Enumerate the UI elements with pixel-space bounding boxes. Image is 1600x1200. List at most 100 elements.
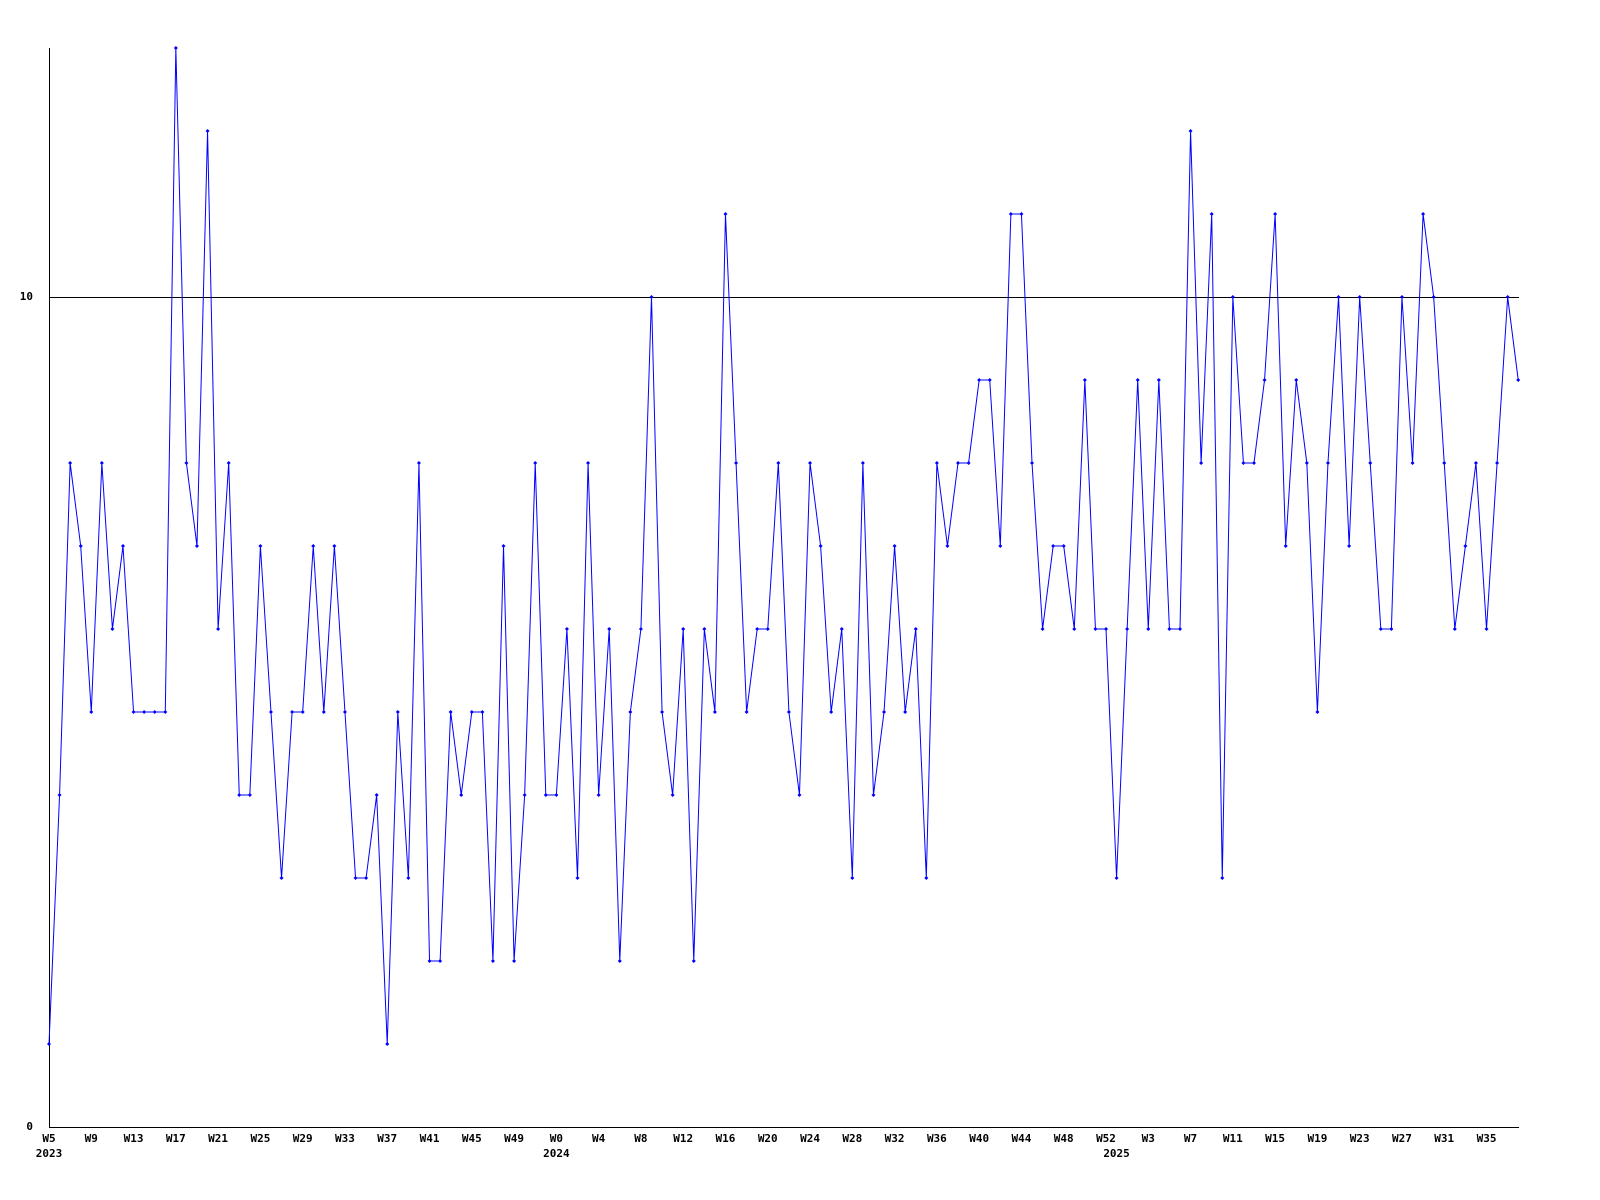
data-point xyxy=(512,959,517,963)
data-point xyxy=(1283,544,1288,548)
data-point xyxy=(564,627,569,631)
x-tick-label: W23 xyxy=(1350,1132,1370,1145)
data-point xyxy=(163,710,168,714)
data-point xyxy=(131,710,136,714)
data-point xyxy=(1463,544,1468,548)
data-point xyxy=(1484,627,1489,631)
data-point xyxy=(1135,378,1140,382)
data-point xyxy=(406,876,411,880)
data-point xyxy=(850,876,855,880)
data-point xyxy=(765,627,770,631)
x-tick-label: W32 xyxy=(885,1132,905,1145)
data-point xyxy=(966,461,971,465)
data-point xyxy=(924,876,929,880)
data-point xyxy=(120,544,125,548)
x-tick-label: W15 xyxy=(1265,1132,1285,1145)
data-point xyxy=(691,959,696,963)
data-point xyxy=(184,461,189,465)
data-point xyxy=(1399,295,1404,299)
data-point xyxy=(1347,544,1352,548)
data-point xyxy=(776,461,781,465)
data-point xyxy=(1199,461,1204,465)
data-point xyxy=(522,793,527,797)
data-point xyxy=(586,461,591,465)
data-point xyxy=(1357,295,1362,299)
data-point xyxy=(956,461,961,465)
data-point xyxy=(1336,295,1341,299)
data-point xyxy=(1082,378,1087,382)
data-point xyxy=(575,876,580,880)
x-tick-label: W21 xyxy=(208,1132,228,1145)
data-point xyxy=(385,1042,390,1046)
data-point xyxy=(142,710,147,714)
data-point xyxy=(734,461,739,465)
data-point xyxy=(1146,627,1151,631)
data-point xyxy=(628,710,633,714)
data-point xyxy=(660,710,665,714)
data-point xyxy=(152,710,157,714)
data-point xyxy=(1262,378,1267,382)
data-point xyxy=(194,544,199,548)
data-point xyxy=(829,710,834,714)
data-point xyxy=(438,959,443,963)
data-point xyxy=(374,793,379,797)
data-point xyxy=(1516,378,1521,382)
x-tick-label: W29 xyxy=(293,1132,313,1145)
data-point xyxy=(258,544,263,548)
data-point xyxy=(226,461,231,465)
data-point xyxy=(1209,212,1214,216)
data-point xyxy=(1273,212,1278,216)
x-tick-label: W49 xyxy=(504,1132,524,1145)
data-point xyxy=(871,793,876,797)
x-tick-label: W19 xyxy=(1307,1132,1327,1145)
data-point xyxy=(554,793,559,797)
x-tick-label: W7 xyxy=(1184,1132,1197,1145)
data-point xyxy=(1104,627,1108,631)
x-tick-label: W12 xyxy=(673,1132,693,1145)
data-point xyxy=(300,710,305,714)
data-point xyxy=(945,544,950,548)
x-tick-label: W35 xyxy=(1477,1132,1497,1145)
data-point xyxy=(1473,461,1478,465)
data-point xyxy=(311,544,316,548)
data-point xyxy=(173,46,178,50)
data-point xyxy=(913,627,918,631)
data-point xyxy=(670,793,675,797)
data-point xyxy=(501,544,506,548)
data-point xyxy=(1051,544,1056,548)
x-tick-label: W28 xyxy=(842,1132,862,1145)
data-point xyxy=(818,544,823,548)
data-point xyxy=(892,544,897,548)
data-point xyxy=(459,793,464,797)
data-point xyxy=(216,627,221,631)
data-point xyxy=(78,544,83,548)
data-point xyxy=(205,129,210,133)
data-point xyxy=(1431,295,1436,299)
data-point xyxy=(237,793,242,797)
data-point xyxy=(416,461,421,465)
data-point xyxy=(607,627,612,631)
y-tick-label: 10 xyxy=(20,290,33,303)
data-point xyxy=(1072,627,1077,631)
data-point xyxy=(649,295,654,299)
data-point xyxy=(1125,627,1130,631)
x-tick-label: W20 xyxy=(758,1132,778,1145)
x-tick-label: W27 xyxy=(1392,1132,1412,1145)
data-point xyxy=(1368,461,1373,465)
data-point xyxy=(1167,627,1172,631)
x-tick-label: W31 xyxy=(1434,1132,1454,1145)
data-point xyxy=(342,710,347,714)
x-tick-label: W40 xyxy=(969,1132,989,1145)
year-label: 2023 xyxy=(36,1147,63,1160)
x-tick-label: W0 xyxy=(550,1132,563,1145)
data-point xyxy=(332,544,337,548)
data-point xyxy=(448,710,453,714)
data-point xyxy=(1019,212,1024,216)
x-tick-label: W5 xyxy=(42,1132,55,1145)
data-point xyxy=(755,627,760,631)
data-point xyxy=(268,710,273,714)
data-point xyxy=(290,710,295,714)
data-point xyxy=(533,461,538,465)
data-point xyxy=(638,627,643,631)
